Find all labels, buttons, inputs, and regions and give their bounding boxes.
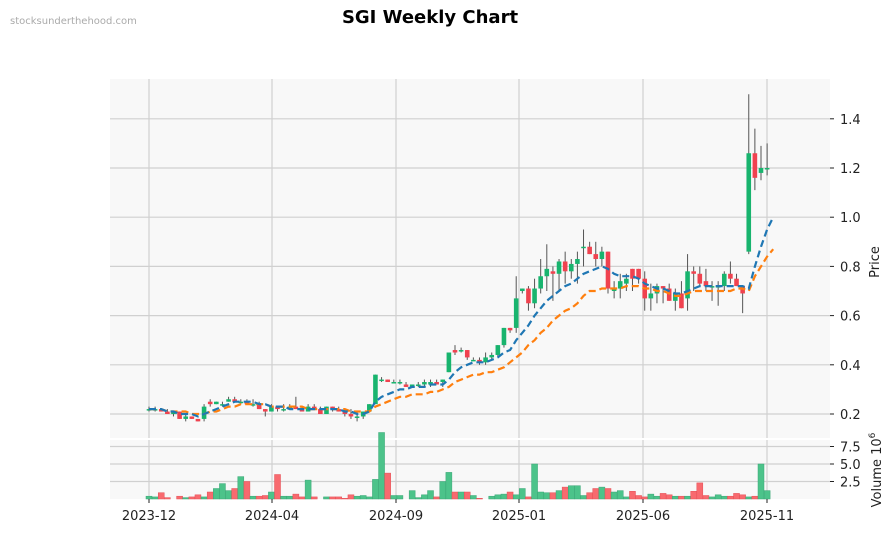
date-axis: 2023-12 2024-04 2024-09 2025-01 2025-06 2025-… <box>122 499 794 524</box>
volume-axis-label: Volume 106 <box>868 432 885 507</box>
grid <box>110 79 830 499</box>
volume-tick-label: 2.5 <box>840 476 861 491</box>
y-tick-label: 0.4 <box>840 359 861 374</box>
x-tick-label: 2023-12 <box>122 509 176 524</box>
price-axis: 0.2 0.4 0.6 0.8 1.0 1.2 1.4 <box>830 113 861 423</box>
x-tick-label: 2025-11 <box>740 509 794 524</box>
x-tick-label: 2024-04 <box>245 509 299 524</box>
ma-slow-line <box>149 248 775 416</box>
x-tick-label: 2025-01 <box>492 509 546 524</box>
volume-axis: 2.5 5.0 7.5 <box>830 441 861 491</box>
x-tick-label: 2025-06 <box>616 509 670 524</box>
y-tick-label: 1.2 <box>840 162 861 177</box>
price-axis-label: Price <box>868 246 883 278</box>
y-tick-label: 0.2 <box>840 408 861 423</box>
volume-bars <box>145 432 771 500</box>
x-tick-label: 2024-09 <box>369 509 423 524</box>
chart-title: SGI Weekly Chart <box>341 7 519 28</box>
y-tick-label: 0.6 <box>840 310 861 325</box>
volume-panel <box>110 440 830 499</box>
y-tick-label: 1.4 <box>840 113 861 128</box>
ma-fast-line <box>149 216 775 418</box>
volume-axis-label-text: Volume 10 <box>870 438 885 507</box>
y-tick-label: 0.8 <box>840 260 861 275</box>
volume-tick-label: 7.5 <box>840 441 861 456</box>
volume-axis-exponent: 6 <box>868 432 878 438</box>
y-tick-label: 1.0 <box>840 211 861 226</box>
volume-tick-label: 5.0 <box>840 458 861 473</box>
price-panel <box>110 79 830 438</box>
watermark: stocksunderthehood.com <box>10 16 137 27</box>
